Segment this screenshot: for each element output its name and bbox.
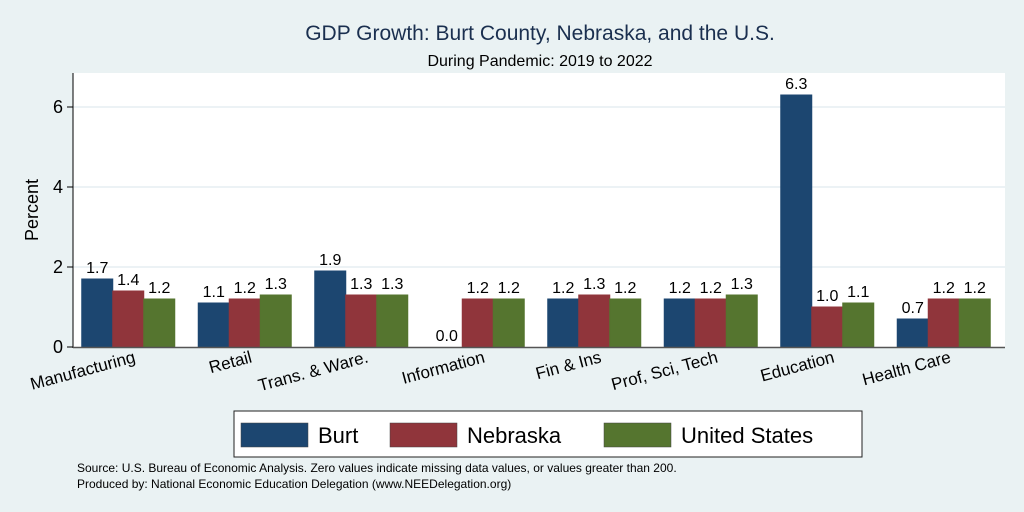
- producer-note: Produced by: National Economic Education…: [77, 477, 511, 491]
- bar-united-states: [259, 294, 292, 348]
- data-label: 1.1: [203, 284, 225, 301]
- y-tick-label: 0: [53, 337, 63, 357]
- data-label: 1.2: [964, 280, 986, 297]
- gridlines: [73, 106, 1005, 268]
- legend-label: United States: [681, 423, 813, 448]
- data-label: 1.9: [319, 252, 341, 269]
- legend-swatch: [389, 422, 458, 448]
- data-label: 1.2: [552, 280, 574, 297]
- source-note: Source: U.S. Bureau of Economic Analysis…: [77, 461, 677, 475]
- bars: [81, 94, 991, 348]
- bar-burt: [197, 302, 230, 348]
- y-axis-label: Percent: [22, 179, 42, 241]
- data-label: 1.2: [148, 280, 170, 297]
- bar-nebraska: [927, 298, 960, 348]
- bar-burt: [896, 318, 929, 348]
- bar-united-states: [725, 294, 758, 348]
- y-tick-label: 4: [53, 177, 63, 197]
- bar-burt: [663, 298, 696, 348]
- data-label: 1.2: [669, 280, 691, 297]
- data-label: 1.1: [847, 284, 869, 301]
- plot-area: [73, 73, 1005, 347]
- category-label: Information: [400, 348, 487, 388]
- x-tick-labels: Manufacturing Retail Trans. & Ware. Informa…: [28, 348, 952, 396]
- data-label: 1.7: [86, 260, 108, 277]
- category-label: Retail: [207, 348, 254, 378]
- category-label: Trans. & Ware.: [256, 348, 370, 396]
- category-label: Fin & Ins: [534, 348, 604, 384]
- data-label: 0.0: [436, 328, 458, 345]
- bar-united-states: [376, 294, 409, 348]
- category-label: Health Care: [860, 348, 953, 390]
- bar-burt: [547, 298, 580, 348]
- data-label: 1.4: [117, 272, 139, 289]
- legend-swatch: [240, 422, 309, 448]
- bar-nebraska: [578, 294, 611, 348]
- legend-box: [233, 410, 863, 458]
- bar-burt: [314, 270, 347, 348]
- data-label: 1.3: [265, 276, 287, 293]
- legend-label: Nebraska: [467, 423, 562, 448]
- data-labels: 1.7 1.4 1.2 1.1 1.2 1.3 1.9 1.3 1.3 0.0 1.2 1.2 1.2 1…: [86, 76, 986, 345]
- bar-united-states: [609, 298, 642, 348]
- data-label: 1.2: [234, 280, 256, 297]
- data-label: 1.2: [933, 280, 955, 297]
- bar-nebraska: [694, 298, 727, 348]
- data-label: 1.3: [731, 276, 753, 293]
- bar-united-states: [143, 298, 176, 348]
- category-label: Prof, Sci, Tech: [609, 348, 719, 395]
- legend-swatch: [603, 422, 672, 448]
- data-label: 1.2: [467, 280, 489, 297]
- data-label: 0.7: [902, 300, 924, 317]
- chart-subtitle: During Pandemic: 2019 to 2022: [427, 53, 652, 70]
- category-label: Education: [758, 348, 836, 386]
- bar-united-states: [842, 302, 875, 348]
- data-label: 1.2: [498, 280, 520, 297]
- data-label: 1.0: [816, 288, 838, 305]
- bar-nebraska: [345, 294, 378, 348]
- bar-nebraska: [112, 290, 145, 348]
- bar-burt: [81, 278, 114, 348]
- legend: Burt Nebraska United States: [233, 410, 863, 458]
- data-label: 1.2: [700, 280, 722, 297]
- bar-nebraska: [228, 298, 261, 348]
- data-label: 1.3: [350, 276, 372, 293]
- bar-united-states: [958, 298, 991, 348]
- bar-nebraska: [811, 306, 844, 348]
- data-label: 6.3: [785, 76, 807, 93]
- data-label: 1.2: [614, 280, 636, 297]
- chart-title: GDP Growth: Burt County, Nebraska, and t…: [305, 22, 775, 45]
- bar-burt: [780, 94, 813, 348]
- legend-label: Burt: [318, 423, 358, 448]
- category-label: Manufacturing: [28, 348, 137, 394]
- data-label: 1.3: [381, 276, 403, 293]
- y-tick-label: 6: [53, 97, 63, 117]
- data-label: 1.3: [583, 276, 605, 293]
- y-tick-label: 2: [53, 257, 63, 277]
- y-ticks: 0 2 4 6: [53, 97, 73, 357]
- bar-united-states: [492, 298, 525, 348]
- bar-nebraska: [461, 298, 494, 348]
